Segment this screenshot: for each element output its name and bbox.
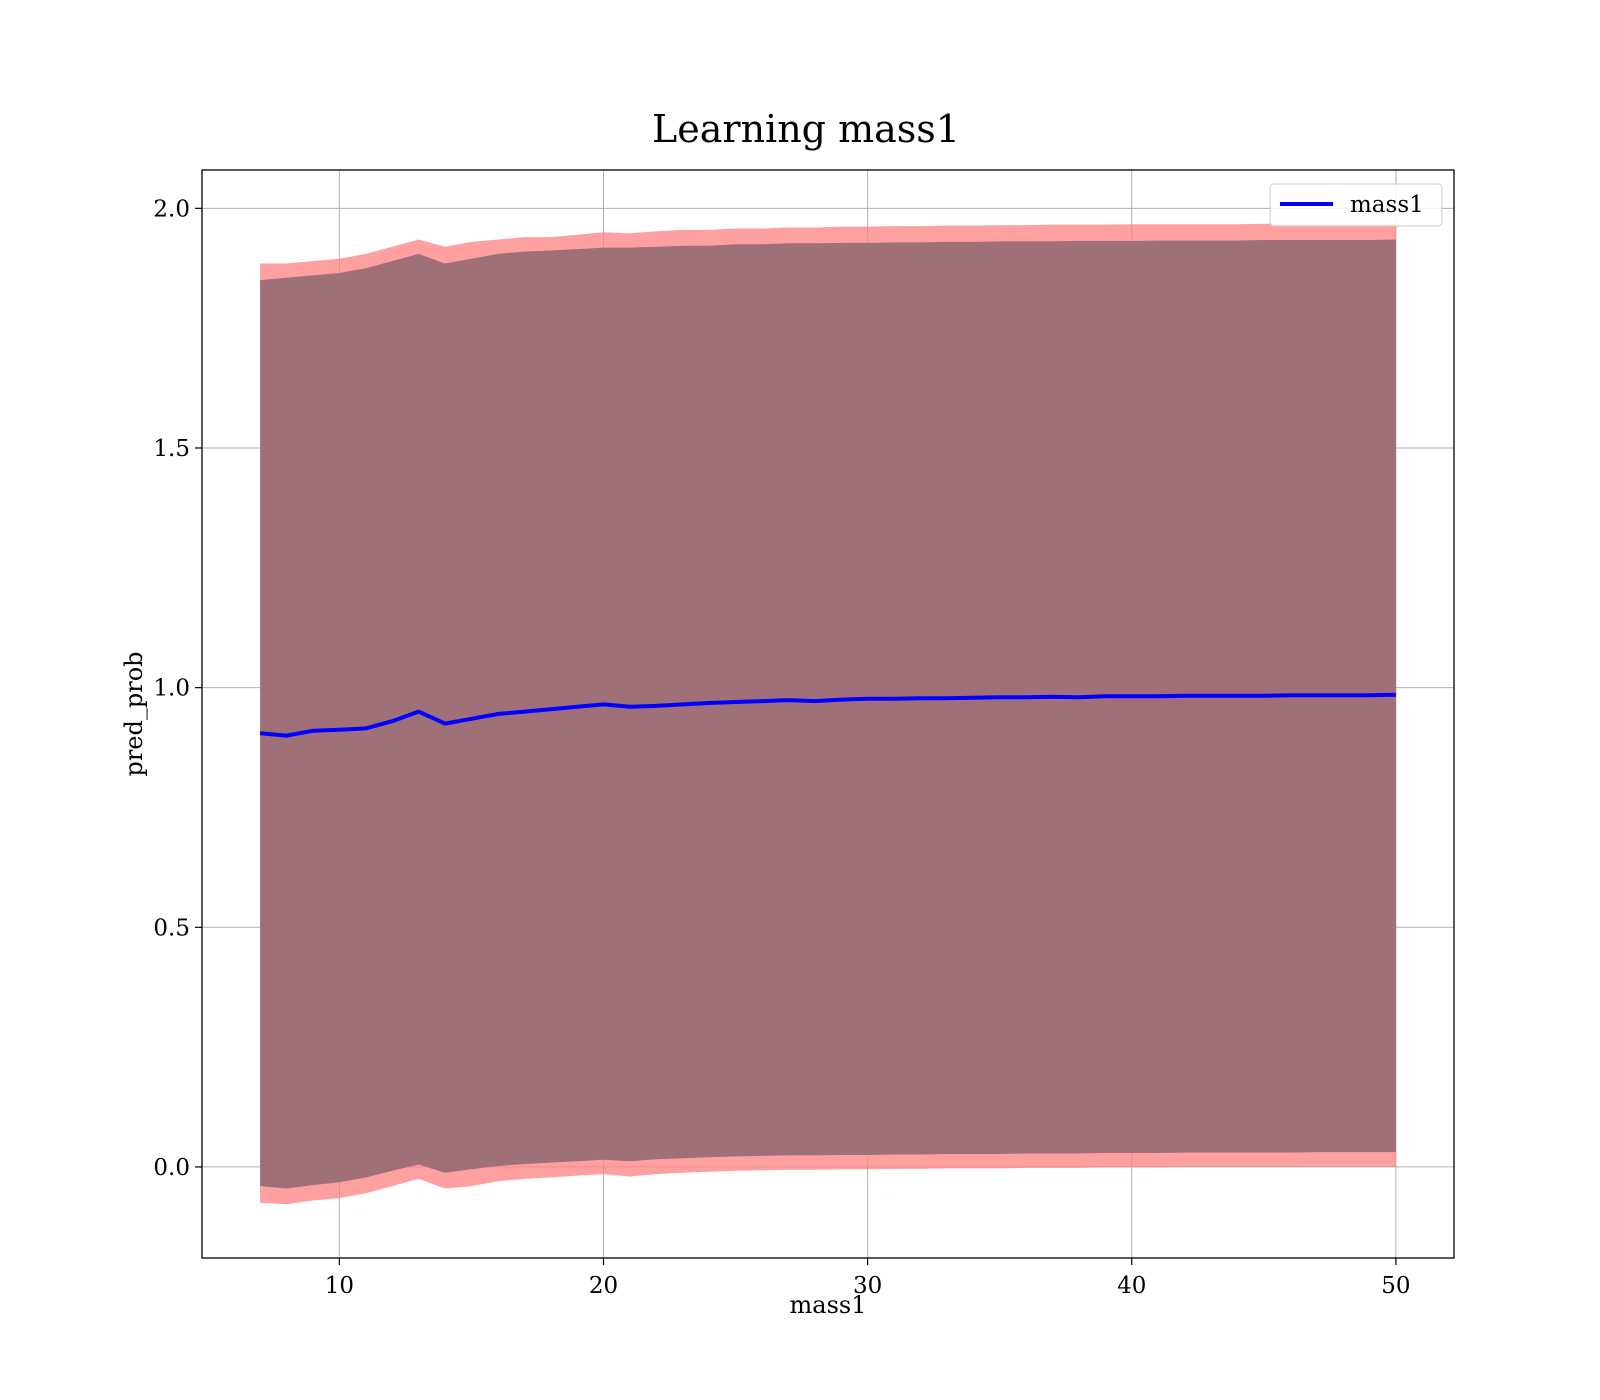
chart-title: Learning mass1 [652, 107, 960, 151]
y-tick-label: 1.0 [153, 676, 190, 702]
x-tick-label: 50 [1381, 1273, 1410, 1299]
y-tick-label: 0.0 [153, 1155, 190, 1181]
series-layer [259, 692, 1396, 738]
x-tick-label: 40 [1117, 1273, 1146, 1299]
plot-frame [201, 169, 1455, 1259]
y-tick-label: 0.5 [153, 915, 190, 941]
legend-box [1269, 183, 1443, 227]
y-axis-label: pred_prob [120, 651, 148, 776]
tick-layer: 10 20 30 40 50 0.0 0.5 1.0 1.5 2.0 [153, 196, 1410, 1299]
legend: mass1 [1269, 183, 1443, 227]
series-line-mass1 [259, 692, 1396, 738]
legend-label: mass1 [1350, 192, 1424, 218]
y-tick-label: 1.5 [153, 436, 190, 462]
x-tick-label: 20 [589, 1273, 618, 1299]
x-tick-label: 30 [853, 1273, 882, 1299]
x-tick-label: 10 [325, 1273, 354, 1299]
band-layer [260, 223, 1396, 1205]
y-tick-label: 2.0 [153, 196, 190, 222]
x-axis-label: mass1 [790, 1291, 867, 1319]
inner-band [260, 239, 1396, 1189]
